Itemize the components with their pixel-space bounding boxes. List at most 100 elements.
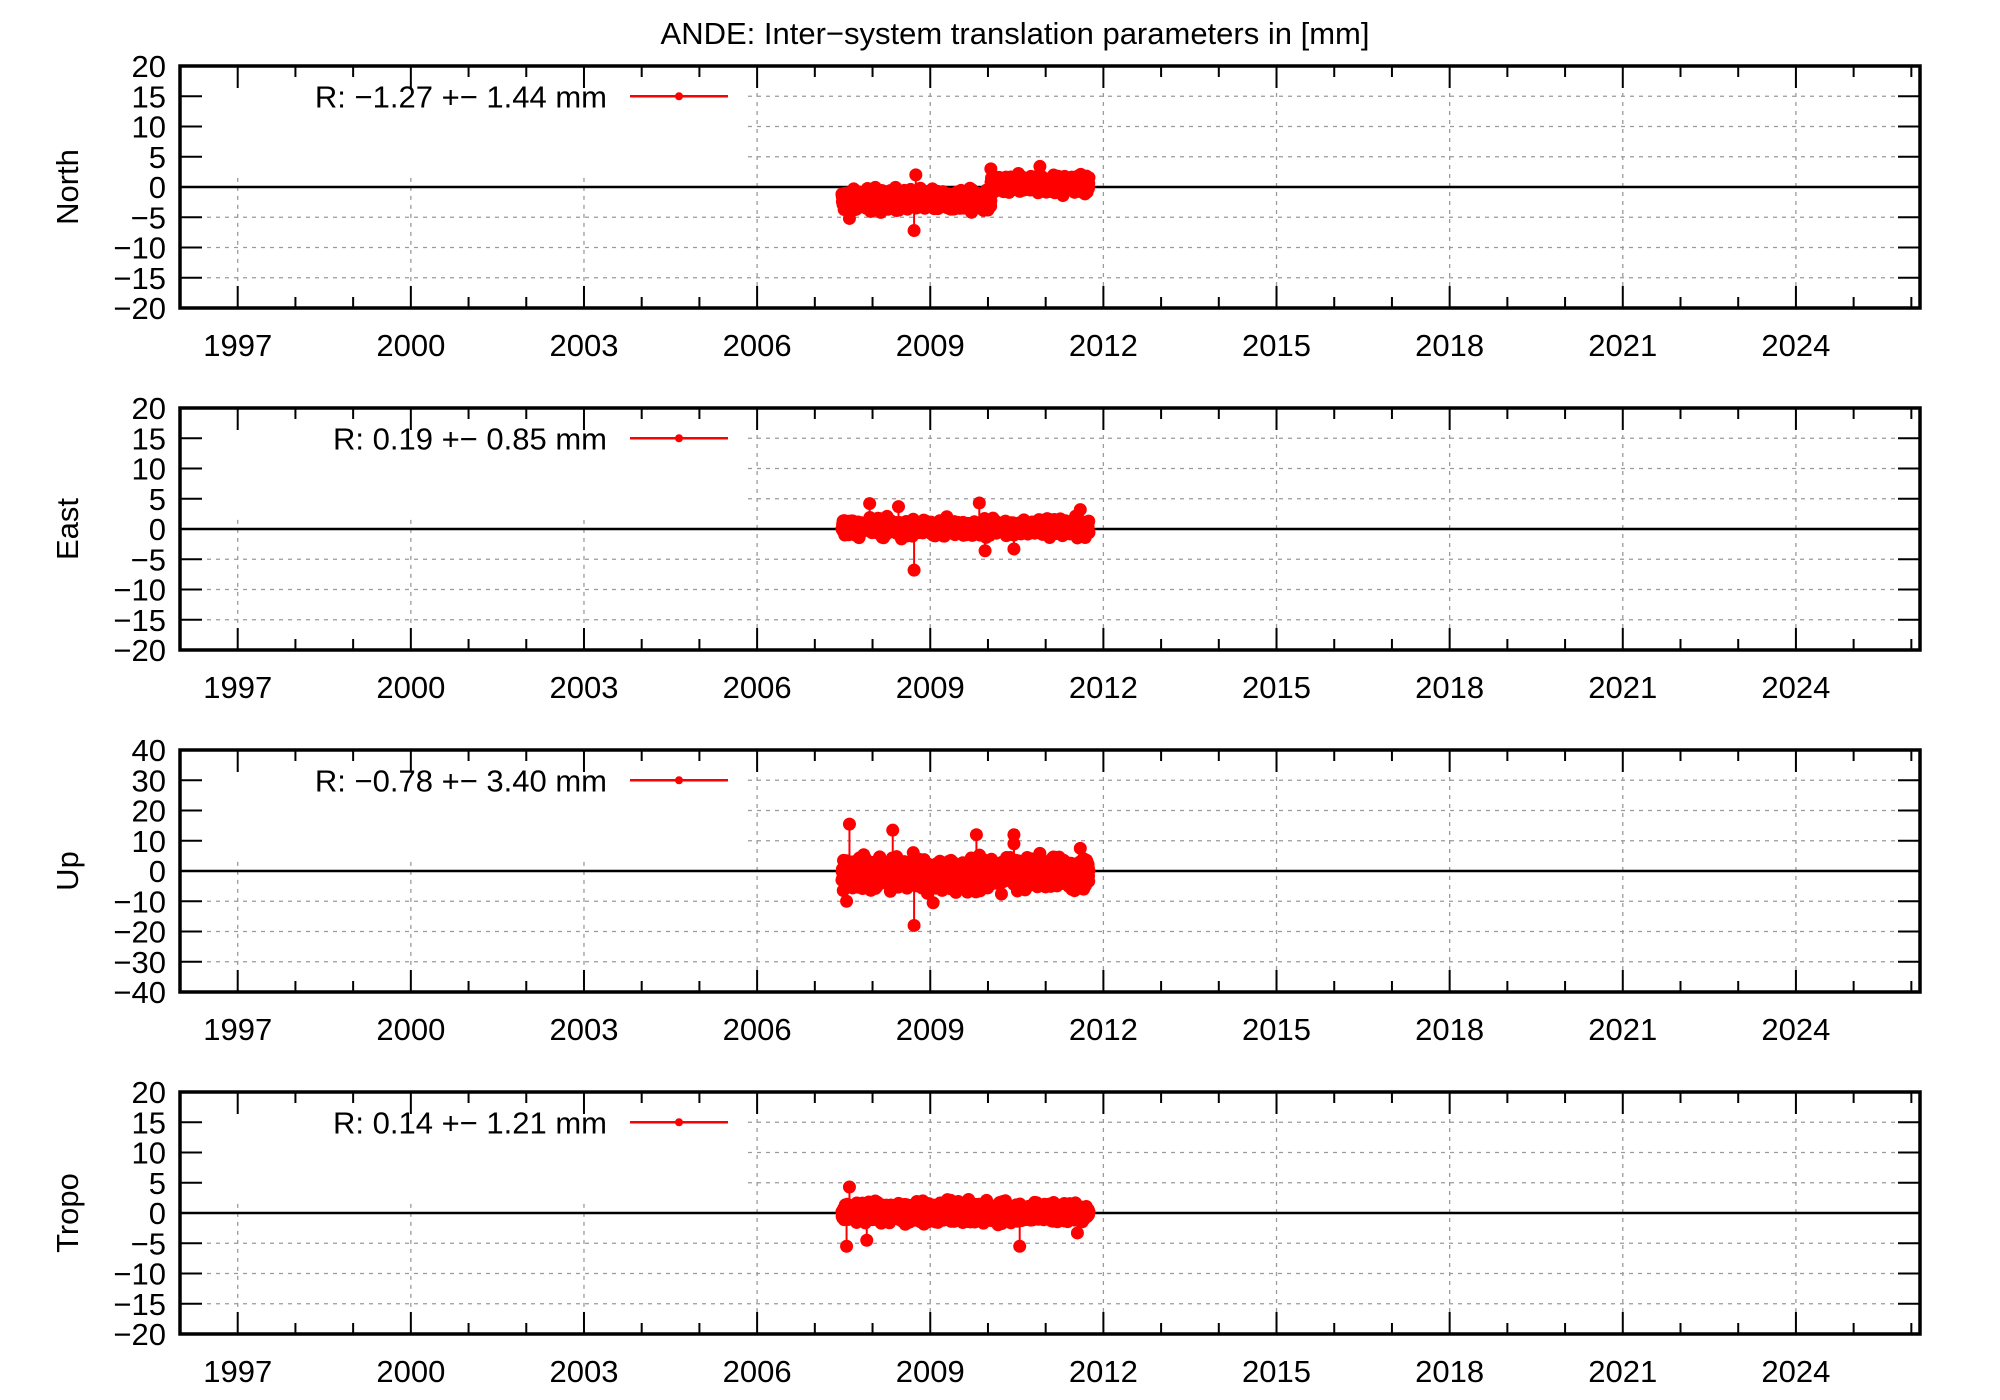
outlier-point [972,496,986,510]
outlier-point [907,563,921,577]
y-tick-label: −5 [131,200,166,235]
x-tick-label: 2009 [896,1354,965,1389]
y-tick-label: −40 [113,975,166,1010]
y-tick-label: 0 [149,854,166,889]
legend-marker-icon [675,434,683,443]
ticks [179,65,1920,309]
outlier-point [1013,1239,1027,1253]
y-tick-label: −5 [131,542,166,577]
y-tick-label: −10 [113,573,166,608]
y-tick-label: 20 [132,794,166,829]
legend-label: R: −1.27 +− 1.44 mm [315,79,607,114]
x-tick-label: 2003 [549,670,618,705]
y-axis-label: East [50,498,85,560]
data-series [835,817,1096,932]
x-tick-label: 2015 [1242,1354,1311,1389]
outlier-point [1070,1226,1084,1240]
chart-title: ANDE: Inter−system translation parameter… [661,16,1370,51]
legend-marker-icon [675,776,683,785]
x-tick-label: 2018 [1415,670,1484,705]
outlier-point [892,500,906,514]
outlier-point [1073,503,1087,517]
y-tick-label: 0 [149,170,166,205]
y-tick-label: −15 [113,603,166,638]
x-tick-label: 1997 [203,1354,272,1389]
outlier-point [840,894,854,908]
y-tick-label: 5 [149,1166,166,1201]
y-tick-label: 0 [149,1196,166,1231]
y-tick-label: −10 [113,231,166,266]
y-tick-label: 20 [132,1075,166,1110]
legend-label: R: 0.14 +− 1.21 mm [333,1105,607,1140]
y-tick-label: −10 [113,884,166,919]
x-tick-label: 2024 [1761,670,1830,705]
outlier-point [863,497,877,511]
x-tick-label: 2000 [376,670,445,705]
outlier-point [1007,828,1021,842]
y-tick-label: −30 [113,945,166,980]
x-tick-label: 2003 [549,1012,618,1047]
x-tick-label: 2012 [1069,1012,1138,1047]
x-tick-label: 2009 [896,328,965,363]
y-tick-label: 40 [132,733,166,768]
x-tick-label: 2015 [1242,328,1311,363]
y-tick-label: 20 [132,391,166,426]
y-axis-label: Up [50,851,85,891]
legend: R: 0.14 +− 1.21 mm [333,1105,728,1140]
outlier-point [969,828,983,842]
x-tick-label: 1997 [203,670,272,705]
outlier-point [907,918,921,932]
x-tick-label: 2018 [1415,328,1484,363]
ticks [179,407,1920,651]
outlier-point [909,168,923,182]
y-tick-label: −15 [113,261,166,296]
outlier-point [984,162,998,176]
legend-label: R: −0.78 +− 3.40 mm [315,763,607,798]
y-tick-label: 30 [132,763,166,798]
x-tick-label: 2003 [549,328,618,363]
y-tick-label: 10 [132,110,166,145]
outlier-point [1073,841,1087,855]
legend: R: 0.19 +− 0.85 mm [333,421,728,456]
y-tick-label: −20 [113,1317,166,1352]
y-tick-label: 10 [132,824,166,859]
ticks [179,1091,1920,1335]
x-tick-label: 1997 [203,328,272,363]
x-tick-label: 2006 [723,1012,792,1047]
x-tick-label: 2021 [1588,670,1657,705]
y-tick-label: 20 [132,49,166,84]
x-tick-label: 1997 [203,1012,272,1047]
y-tick-label: 0 [149,512,166,547]
x-tick-label: 2018 [1415,1012,1484,1047]
x-tick-label: 2024 [1761,1012,1830,1047]
data-series [835,159,1096,238]
data-series [835,1180,1096,1253]
y-tick-label: −20 [113,915,166,950]
outlier-point [1033,159,1047,173]
x-tick-label: 2000 [376,328,445,363]
legend-marker-icon [675,1118,683,1127]
x-tick-label: 2021 [1588,328,1657,363]
x-tick-label: 2015 [1242,670,1311,705]
x-tick-label: 2024 [1761,1354,1830,1389]
x-tick-label: 2006 [723,328,792,363]
y-axis-label: North [50,149,85,225]
y-tick-label: −20 [113,291,166,326]
outlier-point [1007,837,1021,851]
outlier-point [1007,542,1021,556]
outlier-point [842,1180,856,1194]
legend-label: R: 0.19 +− 0.85 mm [333,421,607,456]
x-tick-label: 2012 [1069,670,1138,705]
x-tick-label: 2006 [723,670,792,705]
x-tick-label: 2009 [896,670,965,705]
x-tick-label: 2021 [1588,1012,1657,1047]
outlier-point [842,817,856,831]
x-tick-label: 2012 [1069,328,1138,363]
y-tick-label: −20 [113,633,166,668]
y-tick-label: −10 [113,1257,166,1292]
outlier-point [907,224,921,238]
